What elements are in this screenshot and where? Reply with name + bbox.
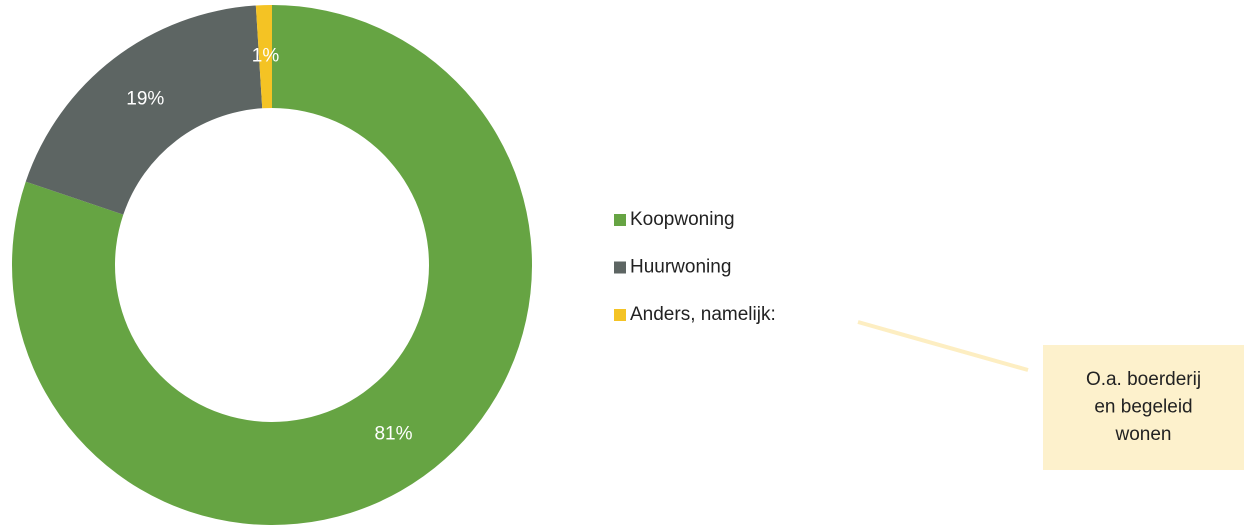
annotation-connector	[857, 320, 1029, 372]
slice	[12, 5, 532, 525]
legend-label: Koopwoning	[630, 209, 735, 230]
legend-swatch	[614, 309, 626, 321]
legend-swatch	[614, 261, 626, 274]
annotation-text: O.a. boerderij	[1086, 369, 1201, 390]
legend-label: Anders, namelijk:	[630, 304, 776, 325]
annotation-text: en begeleid	[1094, 397, 1192, 418]
slice	[255, 5, 272, 109]
annotation-box	[1043, 345, 1244, 470]
legend-label: Huurwoning	[630, 257, 731, 278]
data-label: 1%	[252, 46, 280, 67]
annotation-text: wonen	[1115, 424, 1172, 445]
legend-swatch	[614, 214, 626, 226]
data-label: 81%	[374, 423, 412, 444]
slice	[25, 5, 263, 215]
data-label: 19%	[126, 88, 164, 109]
